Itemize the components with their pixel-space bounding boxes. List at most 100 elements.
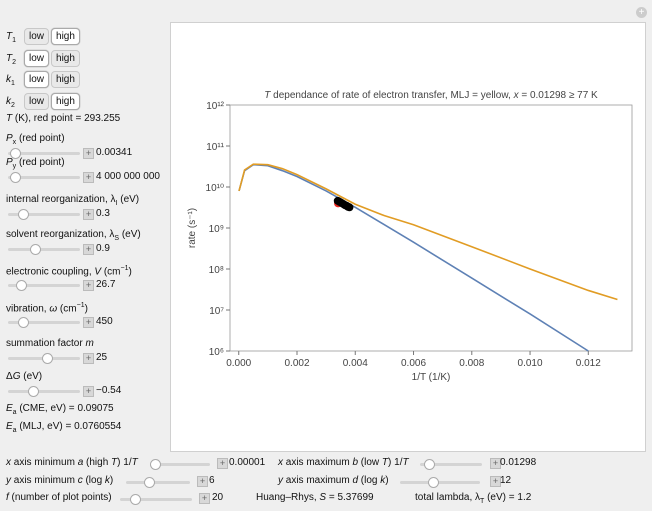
label-part: T bbox=[131, 457, 138, 468]
label-part: (eV) = 1.2 bbox=[484, 492, 532, 503]
label-part: E bbox=[6, 421, 13, 432]
slider-thumb[interactable] bbox=[10, 172, 21, 183]
slider-thumb[interactable] bbox=[42, 353, 53, 364]
slider-value: 4 000 000 000 bbox=[96, 171, 160, 182]
setter-button[interactable]: high bbox=[51, 93, 80, 110]
setter-button[interactable]: low bbox=[24, 50, 50, 67]
label-part: V bbox=[94, 266, 102, 278]
label-part: T bbox=[402, 457, 409, 468]
slider-label: summation factor m bbox=[6, 338, 94, 349]
slider-track[interactable] bbox=[8, 317, 80, 328]
chart: T dependance of rate of electron transfe… bbox=[187, 90, 633, 383]
slider-thumb[interactable] bbox=[10, 148, 21, 159]
slider-track[interactable] bbox=[8, 386, 80, 397]
label-part: (red point) bbox=[16, 157, 65, 168]
label-part: 1 bbox=[12, 37, 17, 44]
slider-thumb[interactable] bbox=[18, 317, 29, 328]
slider-track[interactable] bbox=[120, 494, 192, 505]
label-part: −1 bbox=[76, 302, 85, 309]
slider-track[interactable] bbox=[8, 148, 80, 159]
slider-value: 25 bbox=[96, 352, 108, 363]
control-label: x axis minimum a (high T) 1/T bbox=[6, 457, 138, 468]
y-axis-label: rate (s⁻¹) bbox=[187, 208, 198, 248]
expand-button[interactable]: + bbox=[490, 476, 501, 487]
label-part: y bbox=[12, 163, 17, 170]
expand-button[interactable]: + bbox=[83, 353, 94, 364]
y-tick-label: 10¹⁰ bbox=[206, 183, 224, 194]
setter-button[interactable]: high bbox=[51, 50, 80, 67]
control-label: y axis minimum c (log k) bbox=[6, 475, 113, 486]
slider-thumb[interactable] bbox=[18, 209, 29, 220]
label-part: = 5.37699 bbox=[326, 492, 374, 503]
slider-thumb[interactable] bbox=[144, 477, 155, 488]
slider-track[interactable] bbox=[8, 209, 80, 220]
control-value: 0.00001 bbox=[229, 457, 266, 468]
marker-point bbox=[345, 203, 354, 212]
label-part: b bbox=[352, 457, 359, 468]
title-part: T bbox=[264, 90, 271, 101]
setter-bar: low high bbox=[24, 71, 82, 88]
expand-button[interactable]: + bbox=[83, 280, 94, 291]
x-tick-label: 0.012 bbox=[576, 358, 601, 369]
slider-thumb[interactable] bbox=[150, 459, 161, 470]
slider-track[interactable] bbox=[150, 459, 210, 470]
control-value: 12 bbox=[500, 475, 512, 486]
expand-button[interactable]: + bbox=[83, 148, 94, 159]
expand-button[interactable]: + bbox=[83, 244, 94, 255]
label-part: k bbox=[6, 96, 11, 107]
slider-track[interactable] bbox=[8, 353, 80, 364]
slider-track[interactable] bbox=[8, 280, 80, 291]
slider-track[interactable] bbox=[8, 172, 80, 183]
slider-value: 26.7 bbox=[96, 279, 116, 290]
series-line bbox=[238, 163, 618, 301]
label-part: d bbox=[352, 475, 359, 486]
x-tick-label: 0.002 bbox=[284, 358, 309, 369]
label-part: total lambda, λ bbox=[415, 492, 481, 503]
label-part: (MLJ, eV) = bbox=[16, 421, 75, 432]
control-label: y axis maximum d (log k) bbox=[278, 475, 389, 486]
slider-thumb[interactable] bbox=[424, 459, 435, 470]
options-button[interactable]: + bbox=[636, 7, 647, 18]
expand-button[interactable]: + bbox=[83, 172, 94, 183]
label-part: m bbox=[85, 338, 94, 349]
label-part: T bbox=[6, 31, 13, 42]
slider-track[interactable] bbox=[420, 459, 482, 470]
slider-value: 0.00341 bbox=[96, 147, 133, 158]
y-tick-label: 10¹² bbox=[206, 101, 224, 112]
label-part: ) bbox=[385, 475, 389, 486]
slider-track[interactable] bbox=[400, 477, 480, 488]
slider-thumb[interactable] bbox=[130, 494, 141, 505]
slider-track[interactable] bbox=[126, 477, 190, 488]
label-part: (cm bbox=[57, 303, 77, 315]
result-label: Huang–Rhys, S = 5.37699 bbox=[256, 492, 374, 503]
setter-button[interactable]: low bbox=[24, 28, 50, 45]
label-part: 2 bbox=[11, 102, 15, 109]
temperature-label: T (K), red point = 293.255 bbox=[6, 113, 120, 124]
expand-button[interactable]: + bbox=[490, 458, 501, 469]
expand-button[interactable]: + bbox=[217, 458, 228, 469]
label-part: (high bbox=[83, 457, 112, 468]
result-label: Ea (MLJ, eV) = 0.0760554 bbox=[6, 421, 121, 434]
setter-label: T1 bbox=[6, 31, 16, 44]
slider-thumb[interactable] bbox=[428, 477, 439, 488]
slider-track[interactable] bbox=[8, 244, 80, 255]
label-part: a bbox=[77, 457, 84, 468]
setter-button[interactable]: high bbox=[51, 71, 80, 88]
setter-button[interactable]: low bbox=[24, 71, 50, 88]
title-part: x bbox=[513, 90, 520, 101]
expand-button[interactable]: + bbox=[83, 386, 94, 397]
expand-button[interactable]: + bbox=[199, 493, 210, 504]
slider-thumb[interactable] bbox=[16, 280, 27, 291]
setter-label: k2 bbox=[6, 96, 15, 109]
expand-button[interactable]: + bbox=[83, 209, 94, 220]
expand-button[interactable]: + bbox=[197, 476, 208, 487]
label-part: Huang–Rhys, bbox=[256, 492, 320, 503]
setter-button[interactable]: high bbox=[51, 28, 80, 45]
slider-thumb[interactable] bbox=[28, 386, 39, 397]
slider-thumb[interactable] bbox=[30, 244, 41, 255]
setter-button[interactable]: low bbox=[24, 93, 50, 110]
label-part: (eV) bbox=[117, 194, 140, 205]
chart-title: T dependance of rate of electron transfe… bbox=[264, 90, 598, 101]
label-part: ) bbox=[128, 266, 132, 278]
expand-button[interactable]: + bbox=[83, 317, 94, 328]
